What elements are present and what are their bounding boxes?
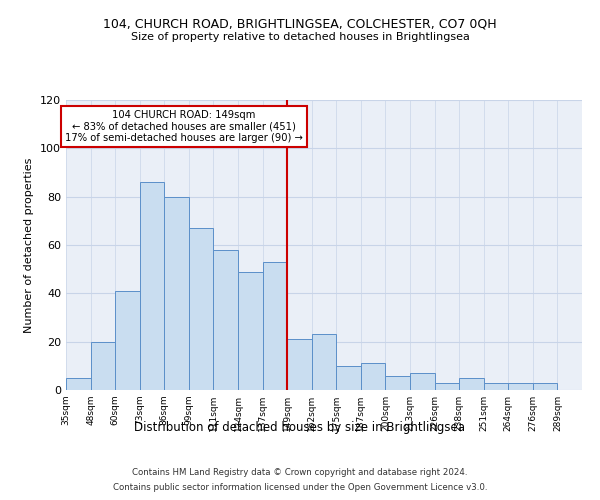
Bar xyxy=(361,364,385,390)
Bar xyxy=(434,383,459,390)
Bar xyxy=(91,342,115,390)
Bar xyxy=(164,196,189,390)
Y-axis label: Number of detached properties: Number of detached properties xyxy=(25,158,34,332)
Bar xyxy=(140,182,164,390)
Bar xyxy=(312,334,336,390)
Bar xyxy=(533,383,557,390)
Text: Size of property relative to detached houses in Brightlingsea: Size of property relative to detached ho… xyxy=(131,32,469,42)
Bar xyxy=(214,250,238,390)
Text: Contains public sector information licensed under the Open Government Licence v3: Contains public sector information licen… xyxy=(113,483,487,492)
Bar xyxy=(410,373,434,390)
Bar xyxy=(287,339,312,390)
Bar xyxy=(189,228,214,390)
Text: Distribution of detached houses by size in Brightlingsea: Distribution of detached houses by size … xyxy=(134,421,466,434)
Bar xyxy=(508,383,533,390)
Bar xyxy=(238,272,263,390)
Bar xyxy=(385,376,410,390)
Bar xyxy=(459,378,484,390)
Bar xyxy=(263,262,287,390)
Bar xyxy=(66,378,91,390)
Bar xyxy=(484,383,508,390)
Text: Contains HM Land Registry data © Crown copyright and database right 2024.: Contains HM Land Registry data © Crown c… xyxy=(132,468,468,477)
Bar xyxy=(115,291,140,390)
Text: 104 CHURCH ROAD: 149sqm
← 83% of detached houses are smaller (451)
17% of semi-d: 104 CHURCH ROAD: 149sqm ← 83% of detache… xyxy=(65,110,303,143)
Bar xyxy=(336,366,361,390)
Text: 104, CHURCH ROAD, BRIGHTLINGSEA, COLCHESTER, CO7 0QH: 104, CHURCH ROAD, BRIGHTLINGSEA, COLCHES… xyxy=(103,18,497,30)
